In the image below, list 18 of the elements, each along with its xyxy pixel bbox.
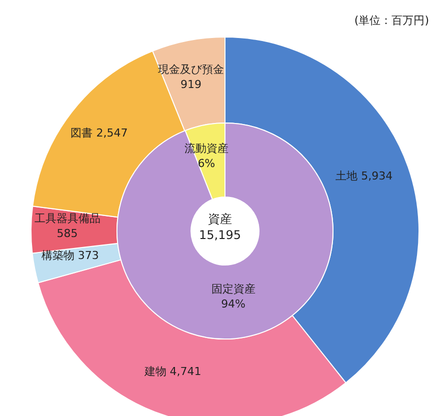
slice-label: 現金及び預金 [158, 63, 224, 76]
data-label: 4,741 [170, 365, 202, 378]
text: (単位：百万円) [354, 14, 429, 27]
slice-label: 構築物 [41, 249, 74, 262]
slice-label: 土地 [336, 170, 358, 183]
data-label: 585 [56, 226, 78, 240]
slice-label: 工具器具備品 [34, 212, 100, 225]
text: 15,195 [199, 228, 241, 242]
data-label: 373 [78, 249, 99, 262]
slice-label: 固定資産 [211, 282, 256, 296]
slice-label: 図書 [70, 126, 93, 140]
data-label: 2,547 [96, 126, 128, 140]
slice-label: 建物 [144, 365, 166, 378]
text: 資産 [208, 212, 232, 226]
data-label: 5,934 [361, 170, 393, 183]
data-label: 919 [180, 78, 202, 92]
data-label: 6% [198, 156, 216, 170]
data-label: 94% [221, 298, 246, 311]
